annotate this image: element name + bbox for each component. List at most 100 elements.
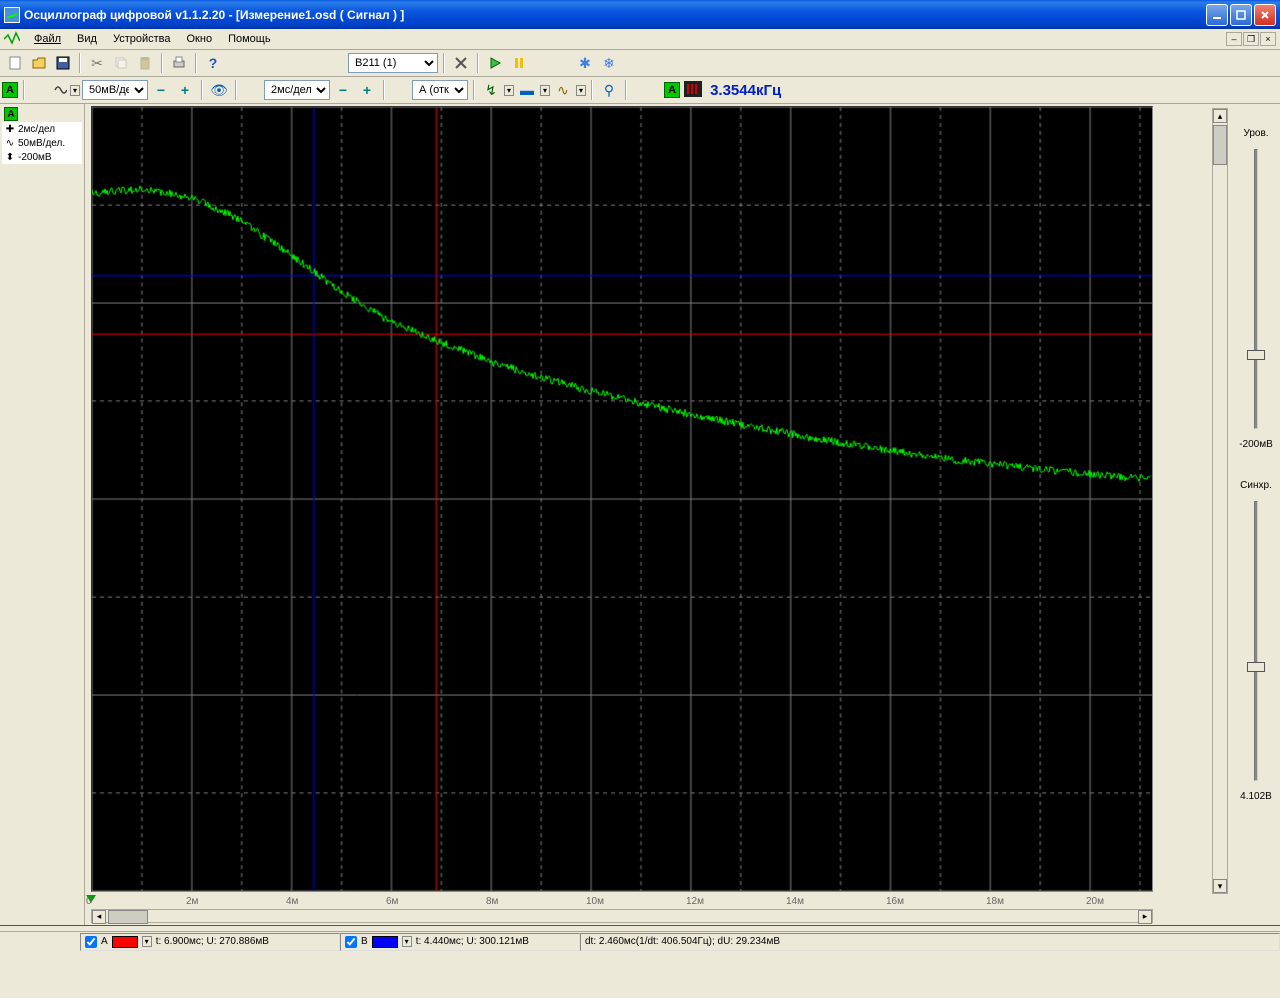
scroll-down-arrow[interactable]: ▾ [1213, 879, 1227, 893]
separator [443, 53, 445, 73]
coupling-select[interactable]: А (откр) [412, 80, 468, 100]
sync-label: Синхр. [1240, 480, 1272, 491]
vertical-scrollbar-thumb[interactable] [1213, 125, 1227, 165]
menubar-app-icon [4, 31, 20, 47]
tdiv-minus-button[interactable]: − [332, 79, 354, 101]
separator [195, 53, 197, 73]
x-tick-label: 20м [1086, 896, 1104, 907]
help-button[interactable]: ? [202, 52, 224, 74]
channel-a-badge[interactable]: A [2, 82, 18, 98]
wave-icon: ∿ [4, 137, 16, 149]
horizontal-scrollbar-thumb[interactable] [108, 910, 148, 924]
cursor-b-checkbox[interactable] [345, 936, 357, 948]
cursor-b-reading: t: 4.440мс; U: 300.121мВ [416, 936, 529, 947]
separator [625, 80, 627, 100]
print-button[interactable] [168, 52, 190, 74]
menu-devices[interactable]: Устройства [105, 31, 179, 47]
title-bar: Осциллограф цифровой v1.1.2.20 - [Измере… [0, 0, 1280, 29]
separator [591, 80, 593, 100]
cursor-a-checkbox[interactable] [85, 936, 97, 948]
main-area: A ✚2мс/дел ∿50мВ/дел. ⬍-200мВ ▴ ▾ 02м4м6… [0, 104, 1280, 925]
left-panel-row-offset[interactable]: ⬍-200мВ [2, 150, 82, 164]
new-button[interactable] [4, 52, 26, 74]
main-toolbar: ✂ ? B211 (1) ✱ ❄ [0, 50, 1280, 77]
sync-slider-thumb[interactable] [1247, 662, 1265, 672]
cursor-a-swatch [112, 936, 138, 948]
trigger-cfg-dropdown[interactable]: ▾ [576, 85, 586, 96]
delta-reading: dt: 2.460мс(1/dt: 406.504Гц); dU: 29.234… [585, 936, 780, 947]
frequency-reading: 3.3544кГц [710, 82, 781, 99]
trigger-mode-icon[interactable]: ▬ [516, 79, 538, 101]
separator [23, 80, 25, 100]
horizontal-scrollbar[interactable]: ◂ ▸ [91, 909, 1153, 923]
vdiv-select[interactable]: 50мВ/дел [82, 80, 148, 100]
settings-button[interactable] [450, 52, 472, 74]
snowflake2-icon[interactable]: ❄ [598, 52, 620, 74]
vertical-scrollbar[interactable]: ▴ ▾ [1212, 108, 1228, 894]
status-bar: A ▾ t: 6.900мс; U: 270.886мВ B ▾ t: 4.44… [0, 931, 1280, 951]
vdiv-minus-button[interactable]: − [150, 79, 172, 101]
x-tick-label: 10м [586, 896, 604, 907]
offset-icon: ⬍ [4, 151, 16, 163]
measurement-icon [684, 81, 702, 100]
separator [161, 53, 163, 73]
menu-window[interactable]: Окно [179, 31, 221, 47]
run-button[interactable] [484, 52, 506, 74]
mdi-restore-button[interactable]: ❐ [1243, 32, 1259, 46]
maximize-button[interactable] [1230, 4, 1252, 26]
left-panel-row-volt[interactable]: ∿50мВ/дел. [2, 136, 82, 150]
sync-value: 4.102В [1240, 791, 1272, 802]
cursor-b-swatch [372, 936, 398, 948]
scroll-right-arrow[interactable]: ▸ [1138, 910, 1152, 924]
scope-area: ▴ ▾ 02м4м6м8м10м12м14м16м18м20м ◂ ▸ [85, 104, 1232, 925]
menu-view[interactable]: Вид [69, 31, 105, 47]
minimize-button[interactable] [1206, 4, 1228, 26]
oscilloscope-canvas[interactable] [91, 106, 1153, 892]
level-slider[interactable] [1254, 149, 1258, 429]
left-panel-header: A [2, 106, 82, 122]
x-axis: 02м4м6м8м10м12м14м16м18м20м [91, 895, 1153, 908]
cursor-a-label: A [101, 936, 108, 947]
x-tick-label: 18м [986, 896, 1004, 907]
mdi-minimize-button[interactable]: ‒ [1226, 32, 1242, 46]
channel-a-badge-2: A [664, 82, 680, 98]
crosshair-icon: ✚ [4, 123, 16, 135]
left-panel-row-time[interactable]: ✚2мс/дел [2, 122, 82, 136]
x-tick-label: 4м [286, 896, 298, 907]
snowflake-icon[interactable]: ✱ [574, 52, 596, 74]
paste-button[interactable] [134, 52, 156, 74]
vdiv-plus-button[interactable]: + [174, 79, 196, 101]
open-button[interactable] [28, 52, 50, 74]
trigger-edge-dropdown[interactable]: ▾ [504, 85, 514, 96]
level-value: -200мВ [1239, 439, 1273, 450]
cut-button[interactable]: ✂ [86, 52, 108, 74]
cursor-a-dropdown[interactable]: ▾ [142, 936, 152, 947]
scroll-left-arrow[interactable]: ◂ [92, 910, 106, 924]
mdi-close-button[interactable]: × [1260, 32, 1276, 46]
mdi-controls: ‒ ❐ × [1226, 32, 1276, 46]
trigger-mode-dropdown[interactable]: ▾ [540, 85, 550, 96]
trigger-cfg-icon[interactable]: ∿ [552, 79, 574, 101]
autoset-icon[interactable]: ⚲ [598, 79, 620, 101]
x-tick-label: 12м [686, 896, 704, 907]
coupling-dropdown-icon[interactable]: ▾ [70, 85, 80, 96]
right-panel: Уров. -200мВ Синхр. 4.102В [1232, 104, 1280, 925]
level-slider-thumb[interactable] [1247, 350, 1265, 360]
separator [201, 80, 203, 100]
menu-file[interactable]: Файл [26, 31, 69, 47]
menu-help[interactable]: Помощь [220, 31, 279, 47]
tdiv-select[interactable]: 2мс/дел [264, 80, 330, 100]
pause-button[interactable] [508, 52, 530, 74]
sync-slider[interactable] [1254, 501, 1258, 781]
trigger-edge-icon[interactable]: ↯ [480, 79, 502, 101]
coupling-icon[interactable] [52, 82, 68, 98]
save-button[interactable] [52, 52, 74, 74]
x-tick-label: 16м [886, 896, 904, 907]
find-icon[interactable]: 👁 [208, 79, 230, 101]
close-button[interactable] [1254, 4, 1276, 26]
device-select[interactable]: B211 (1) [348, 53, 438, 73]
scroll-up-arrow[interactable]: ▴ [1213, 109, 1227, 123]
cursor-b-dropdown[interactable]: ▾ [402, 936, 412, 947]
copy-button[interactable] [110, 52, 132, 74]
tdiv-plus-button[interactable]: + [356, 79, 378, 101]
